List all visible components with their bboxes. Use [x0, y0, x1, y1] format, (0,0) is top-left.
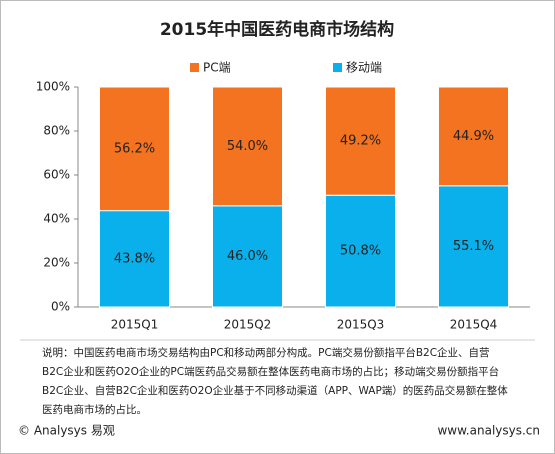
value-label: 54.0%	[227, 139, 268, 154]
legend-label: 移动端	[346, 61, 382, 75]
y-tick-label: 40%	[43, 212, 70, 226]
y-tick-label: 80%	[43, 124, 70, 138]
value-label: 44.9%	[453, 129, 494, 144]
legend-label: PC端	[203, 61, 231, 75]
y-tick-label: 100%	[36, 80, 70, 94]
source: © Analysys 易观	[18, 424, 115, 438]
chart-title: 2015年中国医药电商市场结构	[160, 19, 394, 40]
value-label: 46.0%	[227, 249, 268, 264]
bar	[212, 205, 283, 308]
bar	[99, 210, 170, 308]
y-tick-label: 20%	[43, 256, 70, 270]
note-line: 医药电商市场的占比。	[42, 403, 147, 416]
value-label: 55.1%	[453, 239, 494, 254]
legend-swatch	[333, 63, 342, 72]
y-tick-label: 0%	[51, 300, 70, 314]
bar	[438, 185, 509, 308]
bar	[438, 86, 509, 187]
value-label: 56.2%	[114, 141, 155, 156]
bar	[325, 194, 396, 308]
website: www.analysys.cn	[437, 424, 540, 438]
note-line: 说明：中国医药电商市场交易结构由PC和移动两部分构成。PC端交易份额指平台B2C…	[42, 346, 490, 359]
value-label: 43.8%	[114, 251, 155, 266]
value-label: 50.8%	[340, 244, 381, 259]
note-line: B2C企业、自营B2C企业和医药O2O企业基于不同移动渠道（APP、WAP端）的…	[42, 384, 508, 397]
bar	[212, 86, 283, 207]
legend-swatch	[190, 63, 199, 72]
value-label: 49.2%	[340, 134, 381, 149]
x-tick-label: 2015Q1	[111, 318, 159, 332]
note-line: B2C企业和医药O2O企业的PC端医药品交易额在整体医药电商市场的占比；移动端交…	[42, 365, 499, 378]
y-tick-label: 60%	[43, 168, 70, 182]
bar	[325, 86, 396, 196]
x-tick-label: 2015Q2	[224, 318, 272, 332]
x-tick-label: 2015Q3	[337, 318, 385, 332]
x-tick-label: 2015Q4	[450, 318, 498, 332]
bar	[99, 86, 170, 212]
